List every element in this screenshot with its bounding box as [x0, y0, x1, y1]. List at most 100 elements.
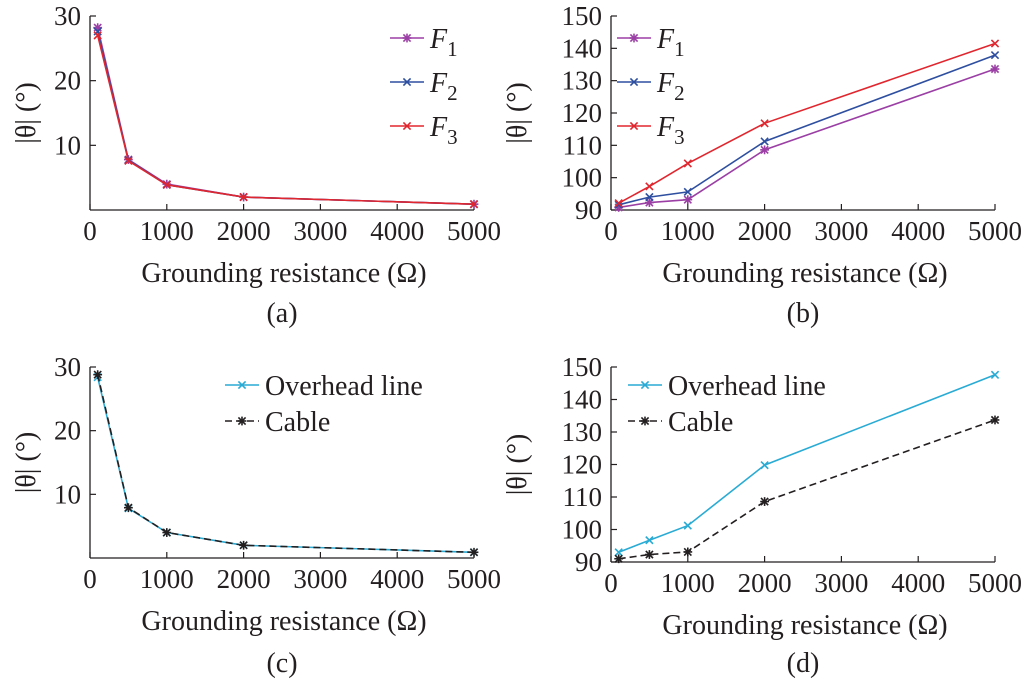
y-axis-label: |θ| (°)	[502, 434, 533, 495]
x-axis-label: Grounding resistance (Ω)	[662, 258, 947, 289]
x-tick-label: 2000	[217, 216, 271, 246]
data-point	[990, 415, 1000, 425]
y-tick-label: 100	[562, 515, 603, 545]
y-tick-label: 120	[562, 450, 603, 480]
x-tick-label: 0	[83, 564, 97, 594]
data-point	[990, 64, 1000, 74]
x-axis-label: Grounding resistance (Ω)	[141, 606, 426, 637]
y-tick-label: 20	[54, 66, 81, 96]
data-point	[990, 370, 1000, 379]
legend-marker	[237, 380, 247, 390]
data-point	[683, 187, 692, 197]
data-point	[93, 370, 103, 380]
y-tick-label: 150	[562, 1, 603, 31]
legend-label: Overhead line	[668, 371, 826, 402]
panel-caption: (a)	[266, 298, 297, 329]
x-tick-label: 5000	[447, 216, 501, 246]
data-point	[760, 145, 769, 155]
legend-marker	[402, 121, 412, 131]
y-tick-label: 120	[562, 98, 603, 128]
chart-panel-2: 0 1000 2000 3000 4000 5000 9010011012013014015…	[502, 1, 1022, 329]
data-point	[645, 536, 654, 545]
y-tick-label: 30	[54, 1, 81, 31]
x-tick-label: 4000	[891, 568, 945, 598]
data-point	[614, 554, 624, 564]
legend-label: F2	[656, 68, 685, 105]
x-axis-label: Grounding resistance (Ω)	[662, 610, 947, 641]
y-tick-label: 150	[562, 352, 603, 382]
data-point	[683, 159, 692, 168]
legend-marker	[237, 416, 247, 426]
data-point	[645, 192, 654, 202]
data-point	[614, 548, 623, 557]
data-point	[645, 550, 654, 559]
data-point	[469, 547, 479, 557]
x-tick-label: 5000	[447, 564, 501, 594]
data-point	[469, 200, 479, 209]
x-tick-label: 4000	[370, 216, 424, 246]
legend-label: Cable	[668, 407, 733, 438]
data-point	[683, 547, 693, 557]
series-line-f3	[96, 35, 475, 205]
legend-marker	[629, 33, 639, 43]
chart-panel-1: 0 1000 2000 3000 4000 5000 10 20 30 Grounding res…	[11, 1, 501, 329]
data-point	[614, 199, 623, 208]
legend-marker	[640, 416, 650, 426]
x-tick-label: 3000	[293, 216, 347, 246]
chart-panel-4: 0 1000 2000 3000 4000 5000 9010011012013014015…	[502, 352, 1022, 679]
x-tick-label: 2000	[738, 216, 792, 246]
legend-marker	[629, 77, 639, 87]
data-point	[239, 540, 248, 550]
legend-marker	[402, 33, 412, 43]
x-tick-label: 1000	[661, 568, 715, 598]
data-point	[124, 156, 133, 166]
x-axis-label: Grounding resistance (Ω)	[141, 258, 426, 289]
x-tick-label: 5000	[968, 216, 1022, 246]
panel-caption: (d)	[787, 648, 820, 679]
data-point	[124, 503, 133, 513]
x-tick-label: 3000	[293, 564, 347, 594]
y-tick-label: 110	[563, 130, 603, 160]
panel-caption: (b)	[787, 298, 820, 329]
y-tick-label: 140	[562, 385, 603, 415]
data-point	[162, 528, 172, 537]
y-axis-label: |θ| (°)	[11, 432, 42, 493]
y-tick-label: 130	[562, 66, 603, 96]
x-tick-label: 1000	[661, 216, 715, 246]
legend-label: F2	[429, 68, 458, 105]
data-point	[760, 137, 769, 146]
data-point	[760, 497, 769, 506]
legend-label: F1	[429, 24, 458, 61]
y-tick-label: 100	[562, 163, 603, 193]
panel-caption: (c)	[266, 648, 297, 679]
y-tick-label: 110	[563, 482, 603, 512]
x-tick-label: 4000	[891, 216, 945, 246]
y-tick-label: 90	[575, 547, 602, 577]
x-tick-label: 2000	[217, 564, 271, 594]
data-point	[239, 192, 248, 202]
y-tick-label: 10	[54, 130, 81, 160]
x-tick-label: 2000	[738, 568, 792, 598]
legend-label: Cable	[265, 407, 330, 438]
series-line-f3	[618, 42, 996, 204]
data-point	[990, 39, 1000, 48]
x-tick-label: 1000	[140, 216, 194, 246]
y-tick-label: 30	[54, 352, 81, 382]
y-tick-label: 140	[562, 33, 603, 63]
legend-label: F1	[656, 24, 685, 61]
legend-label: F3	[429, 112, 458, 149]
y-axis-label: |θ| (°)	[502, 82, 533, 143]
x-tick-label: 0	[604, 568, 618, 598]
series-line-overhead-line	[96, 377, 475, 554]
x-tick-label: 0	[604, 216, 618, 246]
data-point	[990, 50, 1000, 60]
y-tick-label: 10	[54, 479, 81, 509]
data-point	[760, 119, 769, 128]
x-tick-label: 5000	[968, 568, 1022, 598]
legend-label: Overhead line	[265, 371, 423, 402]
legend: Overhead line Cable	[225, 371, 423, 438]
legend-marker	[402, 77, 412, 87]
x-tick-label: 4000	[370, 564, 424, 594]
legend: Overhead line Cable	[628, 371, 826, 438]
